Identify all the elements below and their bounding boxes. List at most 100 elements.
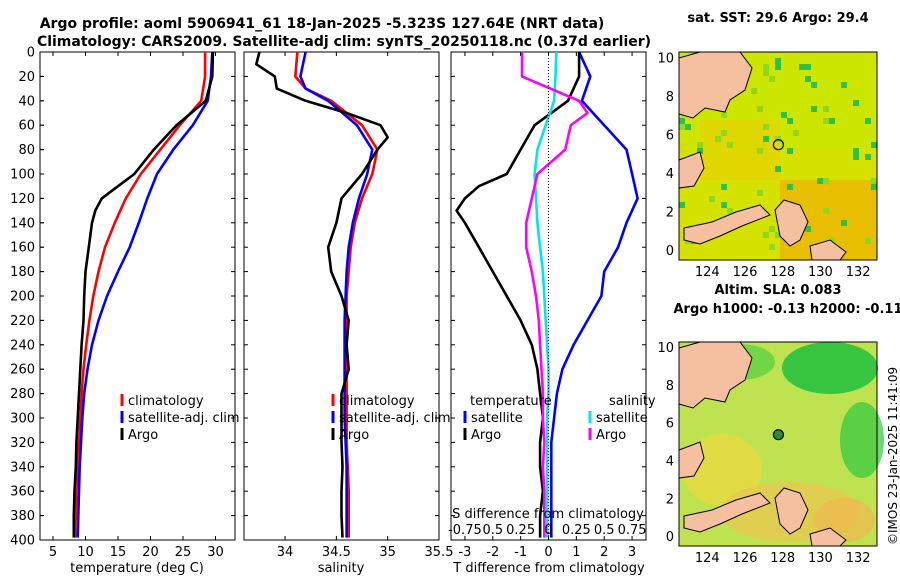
sla-low-blob <box>782 342 878 394</box>
sla-map <box>678 341 884 547</box>
sst-pixel <box>823 208 829 214</box>
y-tick-label: 300 <box>10 412 35 427</box>
sst-map-frame <box>678 51 878 261</box>
sst-pixel <box>721 202 727 208</box>
sst-pixel <box>721 130 727 136</box>
top-x-tick-label: -0.75 <box>448 523 482 538</box>
y-tick-label: 60 <box>18 119 35 134</box>
x-tick-label: 0 <box>544 545 552 560</box>
legend-label-temp-argo: Argo <box>471 428 501 443</box>
figure-title: Argo profile: aoml 5906941_61 18-Jan-202… <box>40 16 605 32</box>
sst-pixel <box>757 148 763 154</box>
sst-pixel <box>823 118 829 124</box>
series-line-argo <box>254 52 390 538</box>
sst-pixel <box>757 190 763 196</box>
sst-pixel <box>793 130 799 136</box>
x-tick-label: 2 <box>600 545 608 560</box>
x-tick-label: 5 <box>49 545 57 560</box>
map-x-tick-label: 128 <box>770 265 795 280</box>
sst-pixel <box>787 118 793 124</box>
difference-top-xlabel: S difference from climatology <box>452 507 644 522</box>
temperature-xlabel: temperature (deg C) <box>70 561 204 576</box>
y-tick-label: 280 <box>10 387 35 402</box>
series-line-satellite-adj-clim <box>76 52 214 538</box>
series-line-argo <box>72 52 215 538</box>
series-line-climatology <box>73 52 207 538</box>
y-tick-label: 380 <box>10 509 35 524</box>
difference-legend: temperature satellite Argo salinity sate… <box>463 394 656 443</box>
series-line-temperature-satellite <box>549 52 639 538</box>
map-y-tick-label: 2 <box>666 205 674 220</box>
sst-map <box>678 51 878 261</box>
y-tick-label: 360 <box>10 485 35 500</box>
map-y-tick-label: 0 <box>666 530 674 545</box>
temperature-lines <box>72 52 215 538</box>
y-tick-label: 40 <box>18 94 35 109</box>
land-halmahera <box>774 487 809 535</box>
sst-pixel <box>769 226 775 232</box>
legend-label-climatology: climatology <box>128 394 204 409</box>
top-x-tick-label: 0.75 <box>618 523 647 538</box>
legend-label-sal-satellite: satellite <box>596 411 648 426</box>
x-tick-label: 1 <box>572 545 580 560</box>
argo-location-marker <box>772 429 785 441</box>
y-tick-label: 120 <box>10 192 35 207</box>
legend-title-salinity: salinity <box>609 394 656 409</box>
sst-pixel <box>799 64 805 70</box>
map-y-tick-label: 6 <box>666 417 674 432</box>
legend-label-climatology: climatology <box>339 394 415 409</box>
sst-pixel <box>775 136 781 142</box>
y-tick-label: 260 <box>10 363 35 378</box>
top-x-tick-label: 0 <box>544 523 552 538</box>
map-y-tick-label: 8 <box>666 379 674 394</box>
sst-pixel <box>721 184 727 190</box>
difference-lines <box>455 52 639 538</box>
map-x-tick-label: 124 <box>695 265 720 280</box>
legend-label-argo: Argo <box>128 428 158 443</box>
top-x-tick-label: 0.5 <box>482 523 503 538</box>
sst-pixel <box>787 184 793 190</box>
x-tick-label: 34.5 <box>322 545 351 560</box>
sst-pixel <box>871 142 877 148</box>
salinity-lines <box>254 52 390 538</box>
watermark: ©IMOS 23-Jan-2025 11:41:09 <box>886 367 900 545</box>
legend-title-temperature: temperature <box>470 394 552 409</box>
legend-label-satellite: satellite-adj. clim <box>128 411 240 426</box>
sst-pixel <box>811 106 817 112</box>
sst-pixel <box>763 64 769 70</box>
sst-pixel <box>787 148 793 154</box>
sst-pixel <box>727 208 733 214</box>
y-tick-label: 180 <box>10 265 35 280</box>
map-y-tick-label: 4 <box>666 167 674 182</box>
top-x-tick-label: 0.5 <box>594 523 615 538</box>
x-tick-label: -3 <box>458 545 471 560</box>
salinity-legend: climatology satellite-adj. clim Argo <box>331 394 451 443</box>
x-tick-label: -2 <box>486 545 499 560</box>
y-tick-label: 0 <box>27 46 35 61</box>
top-x-tick-label: 0.25 <box>562 523 591 538</box>
x-tick-label: 35.5 <box>425 545 454 560</box>
y-tick-label: 240 <box>10 338 35 353</box>
sst-pixel <box>763 232 769 238</box>
y-tick-label: 100 <box>10 168 35 183</box>
sst-pixel <box>865 238 871 244</box>
land-sulawesi <box>683 492 771 533</box>
map-x-tick-label: 132 <box>846 265 871 280</box>
x-tick-label: 15 <box>110 545 127 560</box>
sst-pixel <box>751 88 757 94</box>
sst-pixel <box>865 154 871 160</box>
map-y-tick-label: 0 <box>666 244 674 259</box>
y-tick-label: 20 <box>18 70 35 85</box>
y-tick-label: 400 <box>10 534 35 549</box>
sst-pixel <box>763 124 769 130</box>
sst-pixel <box>841 220 847 226</box>
x-tick-label: 20 <box>142 545 159 560</box>
map-y-tick-label: 6 <box>666 128 674 143</box>
sst-pixel <box>709 196 715 202</box>
y-tick-label: 220 <box>10 314 35 329</box>
map-y-tick-label: 10 <box>657 51 674 66</box>
y-tick-label: 140 <box>10 216 35 231</box>
sst-pixel <box>817 178 823 184</box>
argo-location-marker <box>772 139 785 151</box>
